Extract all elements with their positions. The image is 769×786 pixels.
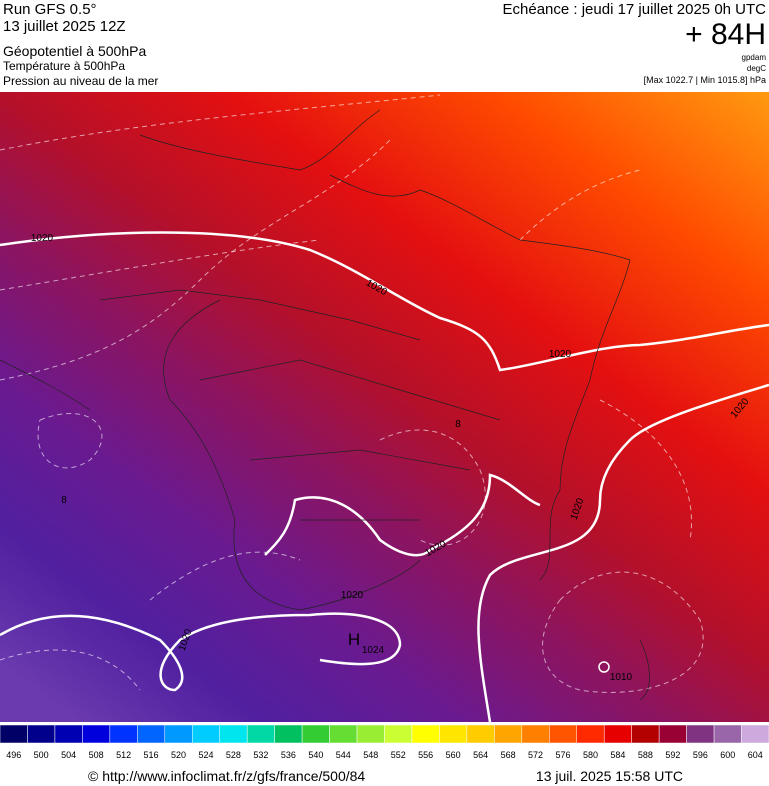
map-background — [0, 92, 769, 722]
contour-label: 8 — [61, 495, 67, 506]
colorbar-swatch — [274, 724, 303, 744]
contour-label: 8 — [455, 419, 461, 430]
colorbar-label: 540 — [308, 750, 323, 760]
colorbar-label: 504 — [61, 750, 76, 760]
colorbar-swatch — [0, 724, 28, 744]
colorbar-label: 584 — [610, 750, 625, 760]
colorbar-label: 528 — [226, 750, 241, 760]
colorbar: 496 500 504 508 512 516 520 524 528 532 536 540 544 5… — [0, 724, 769, 760]
valid-time: Echéance : jeudi 17 juillet 2025 0h UTC — [503, 1, 767, 18]
colorbar-label: 524 — [198, 750, 213, 760]
colorbar-swatch — [54, 724, 83, 744]
colorbar-label: 552 — [391, 750, 406, 760]
colorbar-label: 580 — [583, 750, 598, 760]
colorbar-swatch — [246, 724, 275, 744]
contour-label: H — [348, 630, 360, 649]
colorbar-label: 500 — [34, 750, 49, 760]
colorbar-swatch — [439, 724, 468, 744]
source-credit: © http://www.infoclimat.fr/z/gfs/france/… — [88, 768, 365, 784]
colorbar-label: 588 — [638, 750, 653, 760]
colorbar-swatch — [576, 724, 605, 744]
contour-label: 1020 — [549, 349, 572, 360]
colorbar-swatch — [82, 724, 111, 744]
generated-time: 13 juil. 2025 15:58 UTC — [536, 768, 683, 784]
colorbar-swatch — [219, 724, 248, 744]
colorbar-swatch — [356, 724, 385, 744]
colorbar-label: 536 — [281, 750, 296, 760]
colorbar-label: 508 — [89, 750, 104, 760]
field-3: Pression au niveau de la mer — [3, 74, 158, 88]
low-marker — [598, 661, 610, 673]
colorbar-swatch — [603, 724, 632, 744]
run-date: 13 juillet 2025 12Z — [3, 18, 126, 35]
field-1: Géopotentiel à 500hPa — [3, 43, 146, 59]
colorbar-label: 596 — [693, 750, 708, 760]
colorbar-swatch — [658, 724, 687, 744]
colorbar-swatch — [466, 724, 495, 744]
colorbar-swatch — [384, 724, 413, 744]
colorbar-label: 516 — [144, 750, 159, 760]
colorbar-label: 564 — [473, 750, 488, 760]
colorbar-swatch — [329, 724, 358, 744]
colorbar-label: 572 — [528, 750, 543, 760]
colorbar-swatch — [686, 724, 715, 744]
contour-label: 1010 — [610, 672, 633, 683]
colorbar-swatch — [494, 724, 523, 744]
contour-label: 1020 — [341, 590, 364, 601]
colorbar-label: 560 — [446, 750, 461, 760]
borders — [0, 109, 650, 701]
colorbar-label: 568 — [501, 750, 516, 760]
contour-label: 1024 — [362, 645, 385, 656]
isobars — [0, 231, 769, 723]
run-title: Run GFS 0.5° — [3, 1, 97, 18]
colorbar-label: 544 — [336, 750, 351, 760]
unit-geopotential: gpdam — [742, 53, 767, 62]
colorbar-swatch — [164, 724, 193, 744]
colorbar-swatch — [301, 724, 330, 744]
colorbar-label: 512 — [116, 750, 131, 760]
colorbar-label: 576 — [556, 750, 571, 760]
colorbar-swatch — [137, 724, 166, 744]
colorbar-label: 600 — [720, 750, 735, 760]
contour-label: 1020 — [31, 233, 54, 244]
colorbar-swatch — [521, 724, 550, 744]
colorbar-swatch — [631, 724, 660, 744]
colorbar-label: 592 — [665, 750, 680, 760]
isotherms — [0, 94, 704, 693]
colorbar-swatch — [192, 724, 220, 744]
lead-time: + 84H — [685, 18, 766, 51]
pressure-range: [Max 1022.7 | Min 1015.8] hPa — [644, 75, 766, 85]
colorbar-label: 556 — [418, 750, 433, 760]
colorbar-label: 548 — [363, 750, 378, 760]
field-2: Température à 500hPa — [3, 59, 125, 73]
colorbar-label: 532 — [253, 750, 268, 760]
colorbar-label: 496 — [6, 750, 21, 760]
colorbar-swatch — [713, 724, 742, 744]
colorbar-label: 520 — [171, 750, 186, 760]
unit-temperature: degC — [747, 64, 766, 73]
colorbar-swatch — [411, 724, 440, 744]
colorbar-swatch — [109, 724, 138, 744]
colorbar-swatch — [741, 724, 769, 744]
colorbar-label: 604 — [748, 750, 763, 760]
colorbar-swatch — [549, 724, 577, 744]
colorbar-swatch — [27, 724, 56, 744]
